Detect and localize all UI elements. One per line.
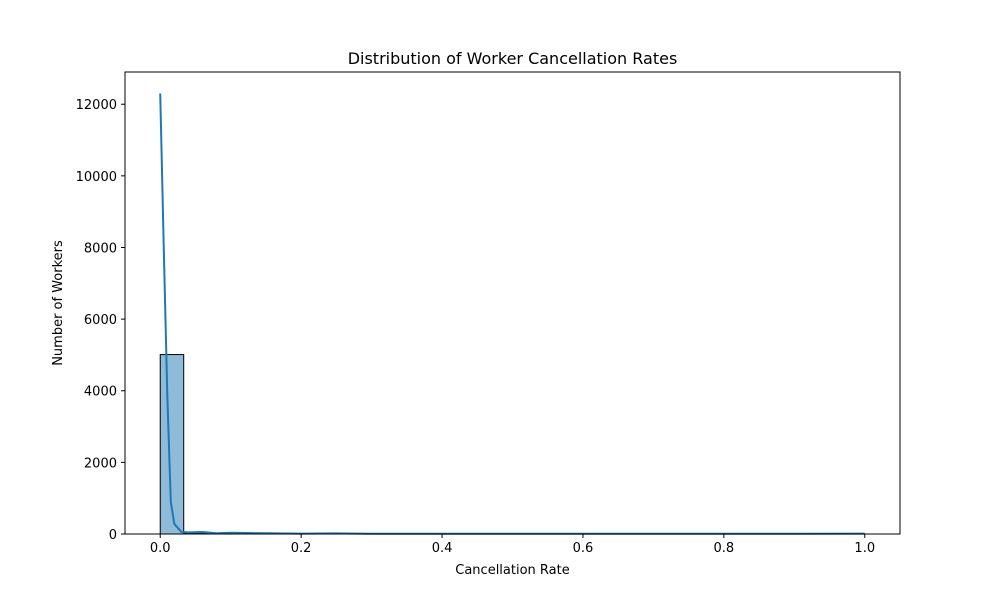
x-axis-label: Cancellation Rate xyxy=(455,563,569,578)
histogram-bars xyxy=(159,354,866,535)
y-tick-label: 2000 xyxy=(84,456,117,471)
x-tick-label: 1.0 xyxy=(854,541,875,556)
x-tick-label: 0.2 xyxy=(291,541,312,556)
x-tick-label: 0.8 xyxy=(714,541,735,556)
kde-curve-group xyxy=(159,93,865,535)
y-tick-label: 10000 xyxy=(76,170,117,185)
x-tick-label: 0.0 xyxy=(150,541,171,556)
y-tick-label: 12000 xyxy=(76,98,117,113)
y-tick-label: 6000 xyxy=(84,313,117,328)
plot-frame xyxy=(124,71,901,535)
y-tick-label: 4000 xyxy=(84,385,117,400)
chart-title: Distribution of Worker Cancellation Rate… xyxy=(348,49,678,68)
y-tick-label: 0 xyxy=(109,528,117,543)
y-axis-ticks: 0 2000 4000 6000 8000 10000 12000 xyxy=(76,98,125,543)
x-tick-label: 0.4 xyxy=(432,541,453,556)
kde-line xyxy=(159,93,865,535)
x-tick-label: 0.6 xyxy=(573,541,594,556)
x-axis-ticks: 0.0 0.2 0.4 0.6 0.8 1.0 xyxy=(150,534,875,556)
y-axis-label: Number of Workers xyxy=(51,240,66,366)
y-tick-label: 8000 xyxy=(84,241,117,256)
